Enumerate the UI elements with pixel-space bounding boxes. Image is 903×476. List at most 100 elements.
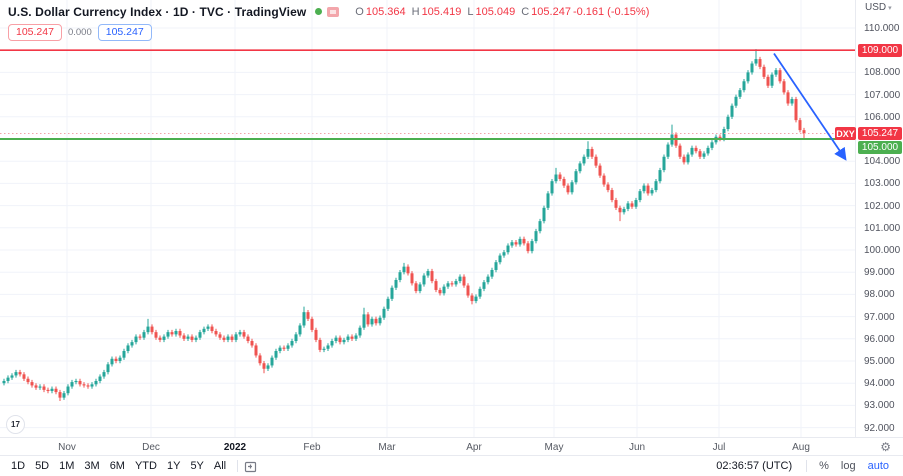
bottom-toolbar: 1D 5D 1M 3M 6M YTD 1Y 5Y All 02:36:57 (UTC) % lo… — [0, 455, 903, 476]
range-button-5y[interactable]: 5Y — [190, 460, 204, 472]
low-label: L — [467, 5, 474, 18]
range-button-ytd[interactable]: YTD — [134, 460, 157, 472]
candlestick-chart[interactable] — [0, 0, 855, 437]
range-button-1d[interactable]: 1D — [11, 460, 26, 472]
price-axis-label: 100.000 — [864, 245, 901, 256]
time-axis-label-dec: Dec — [142, 442, 160, 453]
go-to-date-calendar-icon[interactable] — [244, 460, 257, 473]
candle-body — [342, 339, 346, 343]
candle-body — [630, 203, 634, 207]
candle-body — [386, 298, 390, 309]
candle-body — [718, 136, 722, 139]
range-button-1m[interactable]: 1M — [59, 460, 75, 472]
candle-body — [62, 393, 66, 398]
candle-body — [802, 130, 806, 134]
candle-body — [146, 326, 150, 333]
candle-body — [506, 245, 510, 253]
candle-body — [106, 364, 110, 373]
tradingview-logo[interactable]: 17 — [6, 415, 25, 434]
chart-title[interactable]: U.S. Dollar Currency Index · 1D · TVC · … — [8, 4, 307, 19]
candle-body — [286, 345, 290, 349]
resistance-price-badge[interactable]: 109.000 — [858, 43, 902, 57]
candle-body — [194, 337, 198, 340]
scale-tools: 02:36:57 (UTC) % log auto — [716, 458, 895, 474]
candle-body — [626, 203, 630, 209]
candle-body — [554, 174, 558, 182]
candle-body — [530, 241, 534, 252]
auto-scale-button[interactable]: auto — [867, 460, 889, 472]
candle-body — [666, 144, 670, 157]
candle-body — [102, 372, 106, 377]
candle-body — [638, 191, 642, 201]
candle-body — [378, 317, 382, 324]
candle-body — [202, 328, 206, 333]
candle-body — [82, 384, 86, 386]
candle-body — [798, 120, 802, 131]
candle-body — [502, 252, 506, 256]
utc-clock[interactable]: 02:36:57 (UTC) — [716, 460, 793, 472]
candle-body — [614, 200, 618, 208]
currency-selector[interactable]: USD ▾ — [865, 2, 892, 13]
candle-body — [78, 380, 82, 385]
price-axis[interactable]: USD ▾ 110.000 108.000 107.000 106.000 104.000… — [835, 0, 903, 437]
support-price-badge[interactable]: 105.000 — [858, 141, 902, 155]
candle-body — [430, 271, 434, 282]
candle-body — [158, 337, 162, 340]
symbol-badge[interactable]: DXY — [835, 127, 856, 141]
candle-body — [70, 382, 74, 387]
candle-body — [58, 392, 62, 398]
divider — [806, 460, 808, 472]
time-axis[interactable]: ⚙ Nov Dec 2022 Feb Mar Apr May Jun Jul Aug — [0, 437, 903, 455]
range-button-1y[interactable]: 1Y — [166, 460, 181, 472]
candle-body — [38, 386, 42, 388]
candle-body — [330, 341, 334, 346]
candle-body — [398, 272, 402, 280]
price-axis-label: 107.000 — [864, 89, 901, 101]
axis-settings-gear-icon[interactable]: ⚙ — [880, 440, 891, 454]
time-axis-label-may: May — [544, 442, 564, 453]
candle-body — [434, 281, 438, 290]
buy-price-chip[interactable]: 105.247 — [97, 24, 152, 41]
candle-body — [150, 326, 154, 333]
candle-body — [790, 99, 794, 104]
candle-body — [786, 92, 790, 104]
candle-body — [406, 266, 410, 274]
candle-body — [370, 318, 374, 325]
range-button-all[interactable]: All — [213, 460, 227, 472]
candle-body — [130, 342, 134, 346]
alert-flag-icon[interactable] — [327, 6, 340, 17]
candle-body — [542, 207, 546, 222]
candle-body — [634, 200, 638, 207]
range-button-5d[interactable]: 5D — [35, 460, 50, 472]
candle-body — [110, 358, 114, 365]
candle-body — [750, 63, 754, 73]
log-scale-button[interactable]: log — [840, 460, 856, 472]
candle-body — [674, 134, 678, 146]
candle-body — [270, 357, 274, 366]
candle-body — [306, 312, 310, 319]
candle-body — [362, 314, 366, 328]
candle-body — [30, 382, 34, 386]
price-axis-label: 108.000 — [864, 67, 901, 79]
last-price-badge[interactable]: 105.247 — [858, 127, 902, 141]
range-button-6m[interactable]: 6M — [109, 460, 125, 472]
candle-body — [198, 332, 202, 338]
candle-body — [118, 357, 122, 361]
candle-body — [698, 151, 702, 157]
candle-body — [22, 374, 26, 379]
candle-body — [646, 185, 650, 194]
candle-body — [162, 336, 166, 340]
candle-body — [10, 375, 14, 378]
range-button-3m[interactable]: 3M — [84, 460, 100, 472]
sell-price-chip[interactable]: 105.247 — [8, 24, 62, 41]
high-label: H — [411, 5, 420, 18]
price-axis-label: 101.000 — [864, 222, 901, 234]
percent-scale-button[interactable]: % — [819, 460, 829, 472]
candle-body — [762, 66, 766, 77]
candle-body — [534, 231, 538, 242]
candle-body — [578, 163, 582, 172]
candle-body — [494, 262, 498, 270]
candle-body — [14, 372, 18, 376]
candle-body — [794, 99, 798, 121]
candle-body — [454, 281, 458, 285]
